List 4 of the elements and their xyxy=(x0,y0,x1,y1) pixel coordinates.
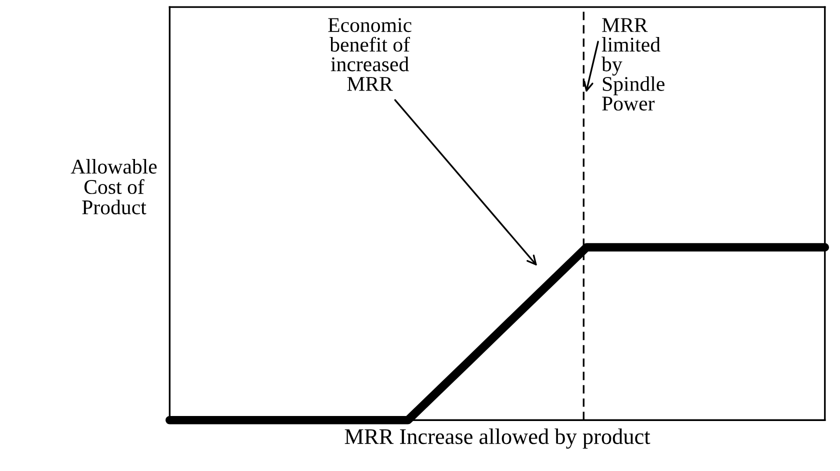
text: Economic benefit of increased MRR xyxy=(328,18,412,91)
y-axis-title: Allowable Cost of Product xyxy=(70,159,157,214)
text: MRR limited by Spindle Power xyxy=(602,18,664,111)
x-axis-title: MRR Increase allowed by product xyxy=(344,428,650,449)
